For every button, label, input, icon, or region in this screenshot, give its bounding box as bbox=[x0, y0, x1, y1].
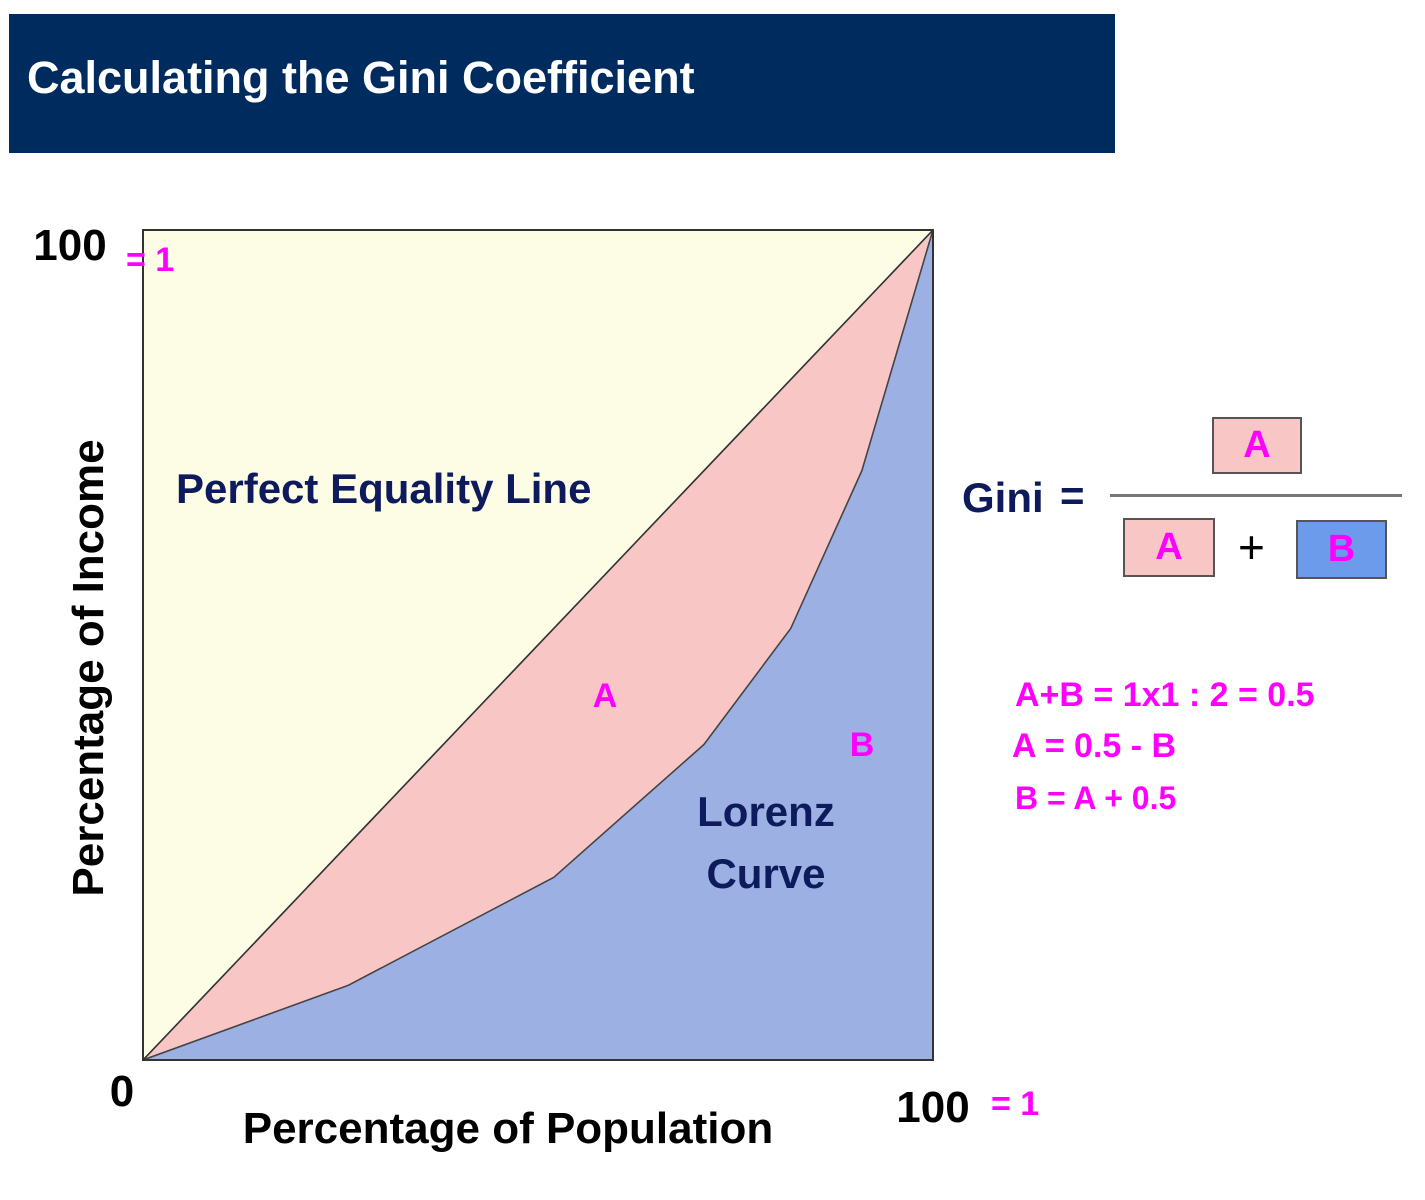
y-max-equiv: = 1 bbox=[126, 241, 174, 279]
perfect-equality-label: Perfect Equality Line bbox=[176, 465, 591, 512]
denominator-a-box: A bbox=[1123, 518, 1215, 577]
gini-equals: = bbox=[1060, 472, 1085, 519]
numerator-a-box: A bbox=[1212, 417, 1302, 474]
fraction-bar bbox=[1110, 494, 1402, 497]
plus-sign: + bbox=[1238, 521, 1265, 573]
page-title: Calculating the Gini Coefficient bbox=[27, 52, 695, 103]
equation-line: A+B = 1x1 : 2 = 0.5 bbox=[1015, 676, 1315, 714]
y-max-label: 100 bbox=[33, 221, 106, 270]
y-axis-label: Percentage of Income bbox=[64, 439, 113, 896]
x-max-equiv: = 1 bbox=[991, 1085, 1039, 1123]
area-a-label: A bbox=[593, 677, 618, 715]
origin-label: 0 bbox=[110, 1067, 134, 1116]
x-axis-label: Percentage of Population bbox=[243, 1104, 774, 1153]
title-banner: Calculating the Gini Coefficient bbox=[9, 14, 1115, 153]
plot-frame bbox=[142, 229, 934, 1061]
area-b-label: B bbox=[850, 726, 875, 764]
lorenz-curve-label-line1: Lorenz bbox=[697, 788, 835, 835]
lorenz-curve-label-line2: Curve bbox=[706, 850, 825, 897]
equation-line: A = 0.5 - B bbox=[1012, 727, 1177, 765]
x-max-label: 100 bbox=[896, 1083, 969, 1132]
gini-label: Gini bbox=[962, 474, 1044, 521]
equation-line: B = A + 0.5 bbox=[1015, 780, 1177, 816]
denominator-b-box: B bbox=[1296, 520, 1387, 579]
perfect-equality-line bbox=[142, 229, 934, 1061]
